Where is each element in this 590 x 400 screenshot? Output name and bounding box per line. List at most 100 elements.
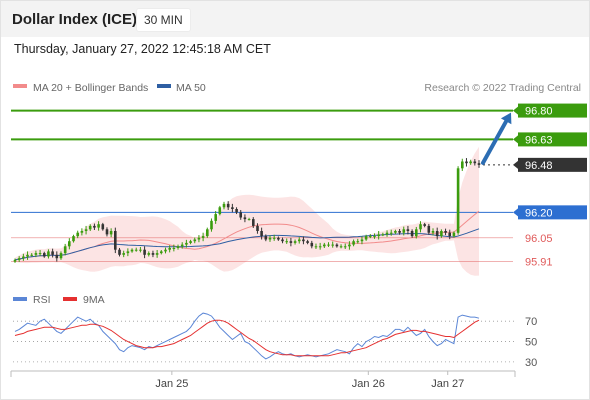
svg-text:96.20: 96.20	[525, 207, 553, 219]
candle	[402, 226, 406, 236]
candle	[310, 240, 314, 249]
x-tick-label: Jan 25	[155, 378, 188, 390]
candle	[76, 230, 79, 239]
candle	[339, 244, 343, 249]
instrument-title: Dollar Index (ICE)	[12, 11, 138, 28]
candle	[13, 258, 17, 263]
candle	[352, 239, 355, 247]
level-label-96.05: 96.05	[525, 233, 553, 245]
svg-text:96.05: 96.05	[525, 233, 553, 245]
candle	[93, 223, 96, 230]
candle	[84, 225, 88, 235]
candle	[398, 228, 401, 235]
candle	[185, 239, 188, 248]
x-tick-label: Jan 27	[431, 378, 464, 390]
candle	[272, 234, 276, 241]
candle	[26, 251, 29, 260]
candle	[293, 239, 297, 245]
interval-button[interactable]: 30 MIN	[136, 8, 191, 32]
candle	[260, 227, 263, 240]
candle	[17, 256, 21, 262]
candle	[180, 242, 184, 249]
candle	[364, 234, 368, 241]
candle	[168, 245, 171, 253]
candle	[419, 221, 422, 233]
timestamp: Thursday, January 27, 2022 12:45:18 AM C…	[14, 42, 271, 56]
candle	[197, 235, 201, 243]
candle	[51, 248, 54, 258]
svg-text:96.48: 96.48	[525, 160, 553, 172]
candle	[101, 222, 105, 231]
candle	[452, 231, 456, 238]
candle	[343, 243, 347, 249]
candle	[97, 221, 100, 231]
candle	[381, 232, 385, 237]
legend-swatch-9ma	[63, 297, 77, 301]
candle	[440, 229, 443, 238]
legend-swatch-ma50	[157, 84, 171, 88]
candle	[139, 246, 142, 253]
candle	[114, 227, 117, 254]
candle	[385, 230, 389, 237]
candle	[302, 236, 305, 245]
candle	[72, 234, 75, 243]
candle	[206, 227, 209, 238]
level-label-96.48: 96.48	[513, 157, 587, 172]
candle	[465, 158, 468, 167]
candle	[435, 227, 439, 240]
candle	[423, 222, 426, 228]
rsi-tick-label: 70	[525, 316, 537, 328]
candle	[331, 241, 334, 248]
candle	[281, 237, 284, 244]
rsi-tick-label: 50	[525, 337, 537, 349]
svg-text:96.63: 96.63	[525, 134, 553, 146]
candle	[122, 250, 125, 258]
candle	[80, 228, 84, 236]
candle	[469, 159, 472, 165]
candle	[247, 217, 251, 221]
candle	[373, 233, 376, 239]
ma50-line	[14, 228, 480, 261]
candle	[323, 242, 326, 248]
candle	[231, 203, 234, 213]
candle	[369, 234, 372, 239]
candle	[147, 251, 151, 257]
candle	[298, 237, 301, 244]
candle	[239, 209, 242, 220]
candle	[461, 158, 464, 171]
candle	[360, 236, 364, 245]
candle	[256, 223, 259, 234]
candle	[477, 160, 481, 168]
candle	[218, 205, 222, 216]
svg-text:96.80: 96.80	[525, 106, 553, 118]
candle	[415, 226, 418, 239]
level-label-95.91: 95.91	[525, 257, 553, 269]
candle	[134, 247, 138, 252]
credit-text: Research © 2022 Trading Central	[424, 82, 581, 94]
candle	[210, 218, 213, 232]
candle	[277, 236, 280, 241]
legend-label-bollinger: MA 20 + Bollinger Bands	[33, 82, 148, 94]
candle	[356, 238, 360, 244]
legend-label-ma50: MA 50	[176, 82, 206, 94]
x-tick-label: Jan 26	[352, 378, 385, 390]
candle	[164, 247, 167, 254]
candle	[306, 239, 309, 245]
candle	[268, 235, 272, 242]
candle	[314, 243, 318, 249]
candle	[38, 250, 42, 257]
candle	[348, 241, 351, 250]
candle	[285, 238, 288, 244]
legend-swatch-rsi	[13, 297, 27, 301]
candle	[389, 229, 393, 236]
candle	[30, 253, 33, 257]
candle	[394, 229, 397, 235]
candle	[427, 223, 431, 235]
candle	[59, 251, 63, 260]
candle	[109, 228, 113, 238]
candle	[243, 214, 247, 223]
candle	[126, 248, 130, 257]
candle	[327, 242, 330, 247]
